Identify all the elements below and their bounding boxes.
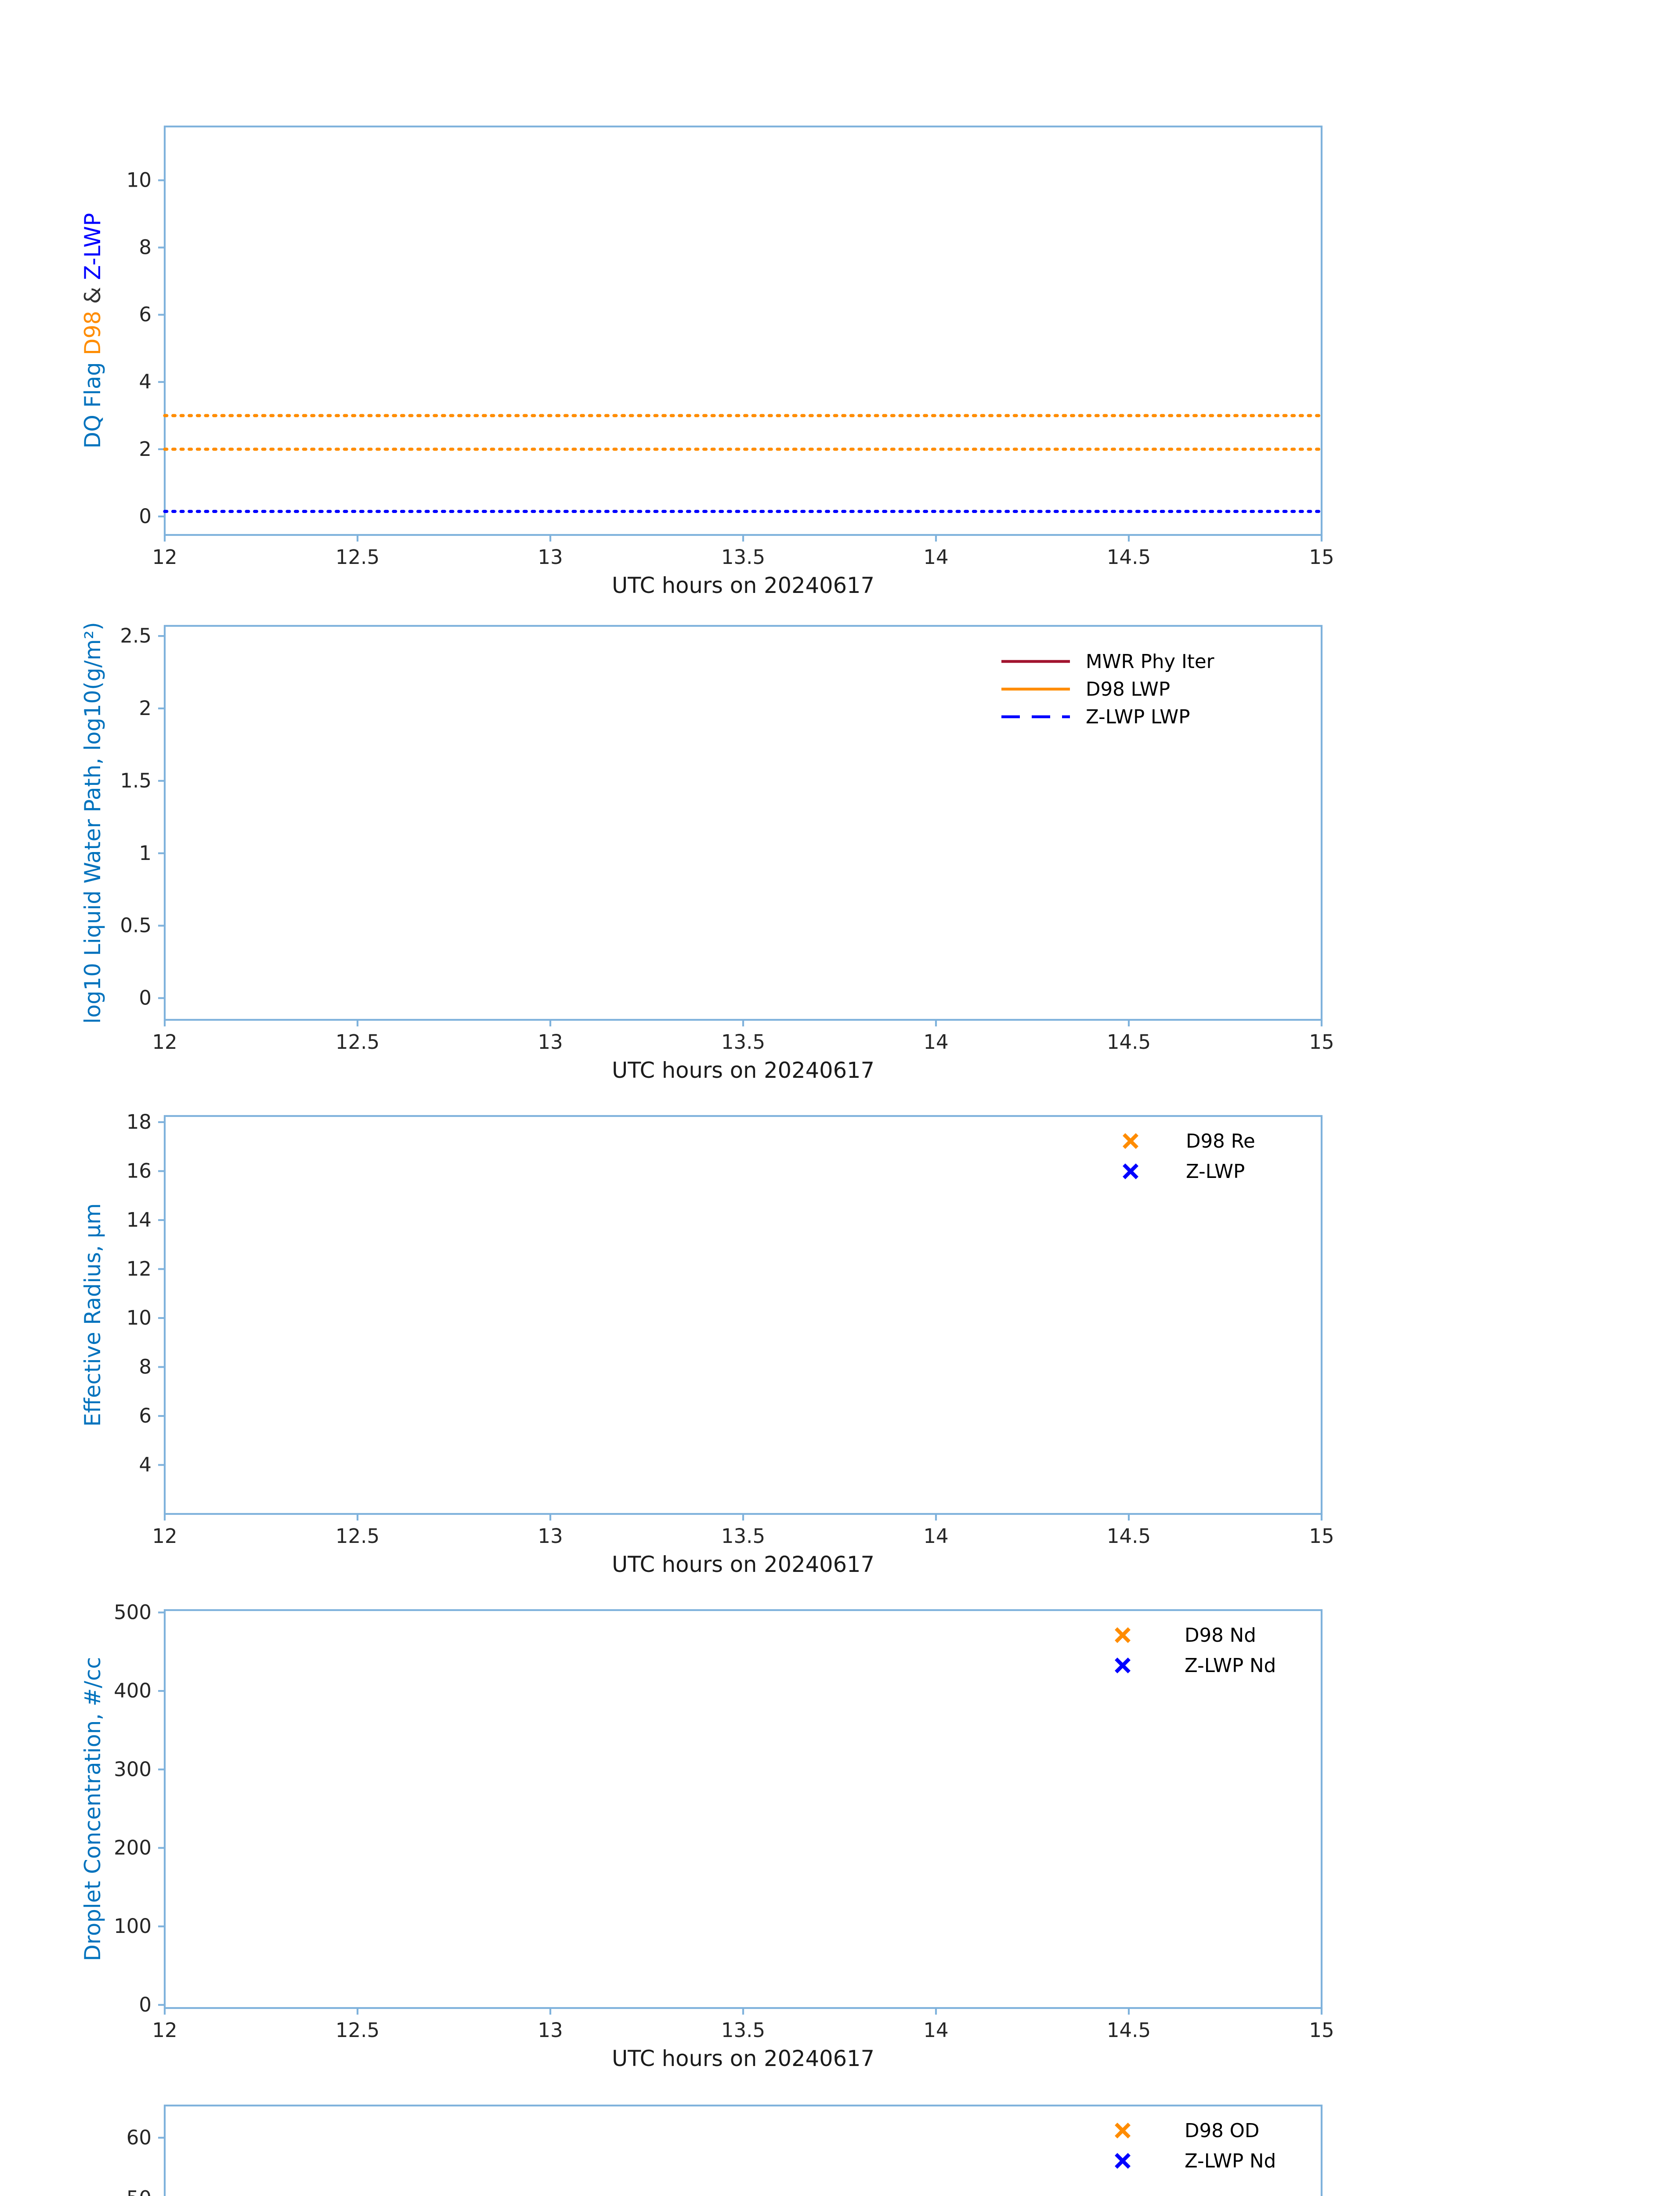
x-tick-label: 14.5 — [1107, 1524, 1151, 1548]
x-tick-label: 13 — [538, 1524, 563, 1548]
legend-x-marker-icon — [1115, 1627, 1131, 1643]
x-tick-label: 12.5 — [336, 545, 379, 569]
y-tick-label: 8 — [139, 1355, 152, 1378]
x-tick-label: 14 — [923, 545, 948, 569]
y-axis-label-part: DQ Flag — [80, 355, 105, 449]
y-axis-label: log10 Liquid Water Path, log10(g/m²) — [80, 622, 105, 1024]
y-tick-label: 50 — [126, 2187, 152, 2196]
x-axis-label: UTC hours on 20240617 — [612, 2046, 874, 2071]
plot-border — [163, 1609, 1323, 2009]
y-tick-label: 14 — [126, 1208, 152, 1232]
chart-droplet-concentration: 12 12.5 13 13.5 14 14.5 15 0 100 200 300 400 500 UTC … — [80, 1600, 1334, 2071]
x-tick-label: 13.5 — [721, 1030, 765, 1054]
y-axis-label-part: & — [80, 280, 105, 311]
legend-label: Z-LWP Nd — [1185, 1655, 1276, 1677]
x-tick-label: 15 — [1309, 545, 1334, 569]
plot-border — [163, 125, 1323, 536]
legend-label: D98 OD — [1185, 2120, 1259, 2142]
y-tick-label: 12 — [126, 1257, 152, 1280]
y-tick-label: 10 — [126, 1306, 152, 1329]
x-tick-label: 12.5 — [336, 2019, 379, 2042]
y-axis-label: Effective Radius, μm — [80, 1203, 105, 1427]
y-tick-label: 200 — [114, 1836, 152, 1859]
y-tick-label: 100 — [114, 1914, 152, 1938]
legend-label: Z-LWP — [1186, 1161, 1245, 1183]
x-tick-label: 14.5 — [1107, 545, 1151, 569]
legend-label: Z-LWP LWP — [1086, 706, 1190, 728]
chart-effective-radius: 12 12.5 13 13.5 14 14.5 15 4 6 8 10 12 14 16 18 UTC hou… — [80, 1110, 1334, 1577]
y-tick-label: 400 — [114, 1679, 152, 1702]
legend-label: MWR Phy Iter — [1086, 651, 1214, 673]
y-tick-label: 18 — [126, 1110, 152, 1134]
x-axis-label: UTC hours on 20240617 — [612, 573, 874, 598]
y-tick-label: 60 — [126, 2126, 152, 2149]
x-tick-label: 13.5 — [721, 1524, 765, 1548]
y-tick-label: 0 — [139, 505, 152, 528]
y-tick-label: 6 — [139, 303, 152, 326]
legend-label: D98 LWP — [1086, 679, 1170, 701]
y-tick-label: 0 — [139, 986, 152, 1010]
plot-border — [163, 2104, 1323, 2196]
x-tick-label: 14.5 — [1107, 1030, 1151, 1054]
y-tick-label: 1 — [139, 842, 152, 865]
y-tick-label: 10 — [126, 168, 152, 191]
x-tick-label: 14.5 — [1107, 2019, 1151, 2042]
x-tick-label: 12.5 — [336, 1524, 379, 1548]
x-tick-label: 14 — [923, 1030, 948, 1054]
y-tick-label: 4 — [139, 1453, 152, 1476]
x-tick-label: 15 — [1309, 1030, 1334, 1054]
x-axis-label: UTC hours on 20240617 — [612, 1552, 874, 1577]
x-tick-label: 15 — [1309, 2019, 1334, 2042]
legend-label: D98 Re — [1186, 1131, 1255, 1152]
chart-dq-flag: 12 12.5 13 13.5 14 14.5 15 0 2 4 6 8 10 UTC hours on … — [80, 125, 1334, 598]
legend-x-marker-icon — [1123, 1133, 1138, 1149]
y-tick-label: 300 — [114, 1758, 152, 1781]
x-tick-label: 12 — [152, 545, 177, 569]
x-tick-label: 12 — [152, 1030, 177, 1054]
y-tick-label: 8 — [139, 236, 152, 259]
x-tick-label: 12.5 — [336, 1030, 379, 1054]
legend-x-marker-icon — [1115, 2123, 1131, 2138]
x-axis-label: UTC hours on 20240617 — [612, 1058, 874, 1083]
legend-label: Z-LWP Nd — [1185, 2150, 1276, 2172]
y-tick-label: 0.5 — [120, 914, 152, 937]
y-tick-label: 0 — [139, 1993, 152, 2016]
y-tick-label: 16 — [126, 1159, 152, 1182]
y-tick-label: 500 — [114, 1600, 152, 1624]
plot-border — [163, 1115, 1323, 1515]
x-tick-label: 13 — [538, 2019, 563, 2042]
y-axis-label-part: D98 — [80, 311, 105, 355]
x-tick-label: 13 — [538, 545, 563, 569]
x-tick-label: 13.5 — [721, 545, 765, 569]
legend-label: D98 Nd — [1185, 1625, 1256, 1647]
y-tick-label: 4 — [139, 370, 152, 394]
y-tick-label: 1.5 — [120, 769, 152, 792]
chart-liquid-water-path: 12 12.5 13 13.5 14 14.5 15 0 0.5 1 1.5 2 2.5 UTC hour… — [80, 622, 1334, 1083]
legend-x-marker-icon — [1115, 2153, 1131, 2169]
y-tick-label: 2.5 — [120, 624, 152, 647]
y-axis-label: DQ Flag D98 & Z-LWP — [80, 213, 105, 448]
x-tick-label: 13.5 — [721, 2019, 765, 2042]
x-tick-label: 14 — [923, 2019, 948, 2042]
y-tick-label: 6 — [139, 1404, 152, 1427]
y-tick-label: 2 — [139, 437, 152, 461]
x-tick-label: 12 — [152, 2019, 177, 2042]
legend-x-marker-icon — [1123, 1163, 1138, 1179]
x-tick-label: 13 — [538, 1030, 563, 1054]
y-tick-label: 2 — [139, 697, 152, 720]
legend-x-marker-icon — [1115, 1658, 1131, 1673]
x-tick-label: 12 — [152, 1524, 177, 1548]
y-axis-label-part: Z-LWP — [80, 213, 105, 280]
x-tick-label: 14 — [923, 1524, 948, 1548]
y-axis-label: Droplet Concentration, #/cc — [80, 1657, 105, 1961]
x-tick-label: 15 — [1309, 1524, 1334, 1548]
